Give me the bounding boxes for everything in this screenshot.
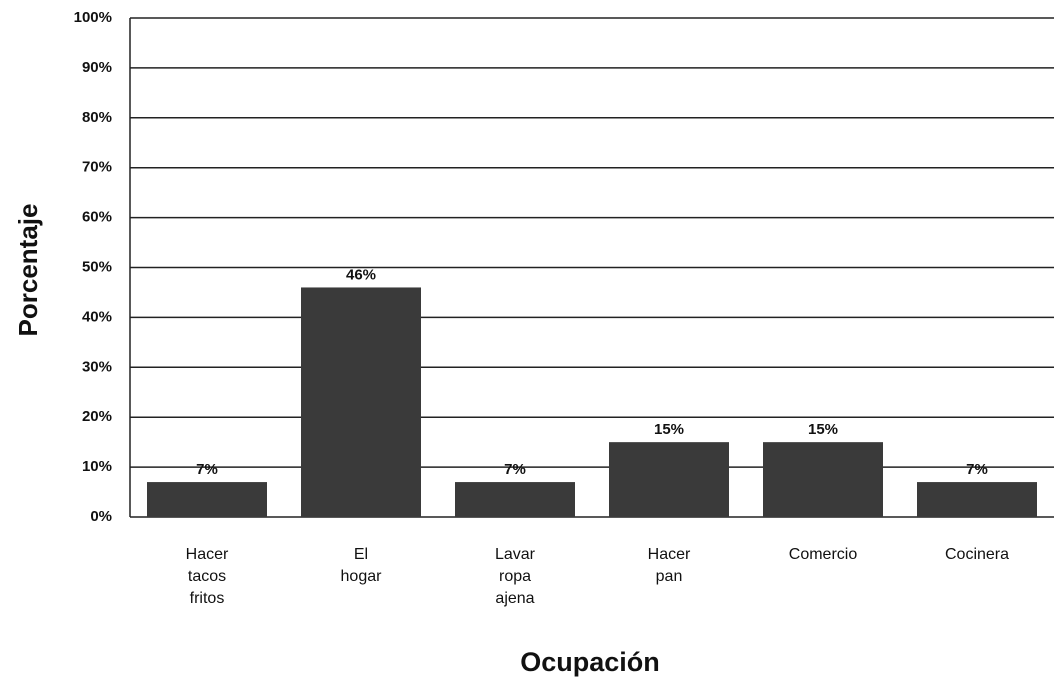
y-axis-title: Porcentaje xyxy=(13,204,43,337)
y-tick-label: 20% xyxy=(82,408,112,425)
value-label: 15% xyxy=(808,421,838,438)
x-tick-label: Lavar ropa ajena xyxy=(495,546,536,607)
y-tick-label: 10% xyxy=(82,458,112,475)
x-tick-label: Comercio xyxy=(789,546,858,563)
y-tick-label: 100% xyxy=(74,9,112,26)
x-tick-label: El hogar xyxy=(341,546,383,585)
y-tick-label: 80% xyxy=(82,109,112,126)
value-label: 15% xyxy=(654,421,684,438)
x-tick-label: Hacer tacos fritos xyxy=(186,546,229,607)
y-tick-label: 40% xyxy=(82,308,112,325)
bar xyxy=(455,482,575,517)
bar xyxy=(917,482,1037,517)
y-tick-label: 0% xyxy=(90,508,112,525)
value-label: 7% xyxy=(966,461,988,478)
x-axis-title: Ocupación xyxy=(520,647,660,677)
bar xyxy=(301,287,421,517)
y-tick-label: 60% xyxy=(82,209,112,226)
value-label: 7% xyxy=(196,461,218,478)
bar xyxy=(609,442,729,517)
y-tick-label: 30% xyxy=(82,358,112,375)
y-tick-label: 90% xyxy=(82,59,112,76)
y-tick-label: 70% xyxy=(82,159,112,176)
bar xyxy=(763,442,883,517)
y-tick-label: 50% xyxy=(82,258,112,275)
value-label: 46% xyxy=(346,266,376,283)
x-tick-label: Hacer pan xyxy=(648,546,691,585)
x-tick-label: Cocinera xyxy=(945,546,1009,563)
value-label: 7% xyxy=(504,461,526,478)
bar xyxy=(147,482,267,517)
